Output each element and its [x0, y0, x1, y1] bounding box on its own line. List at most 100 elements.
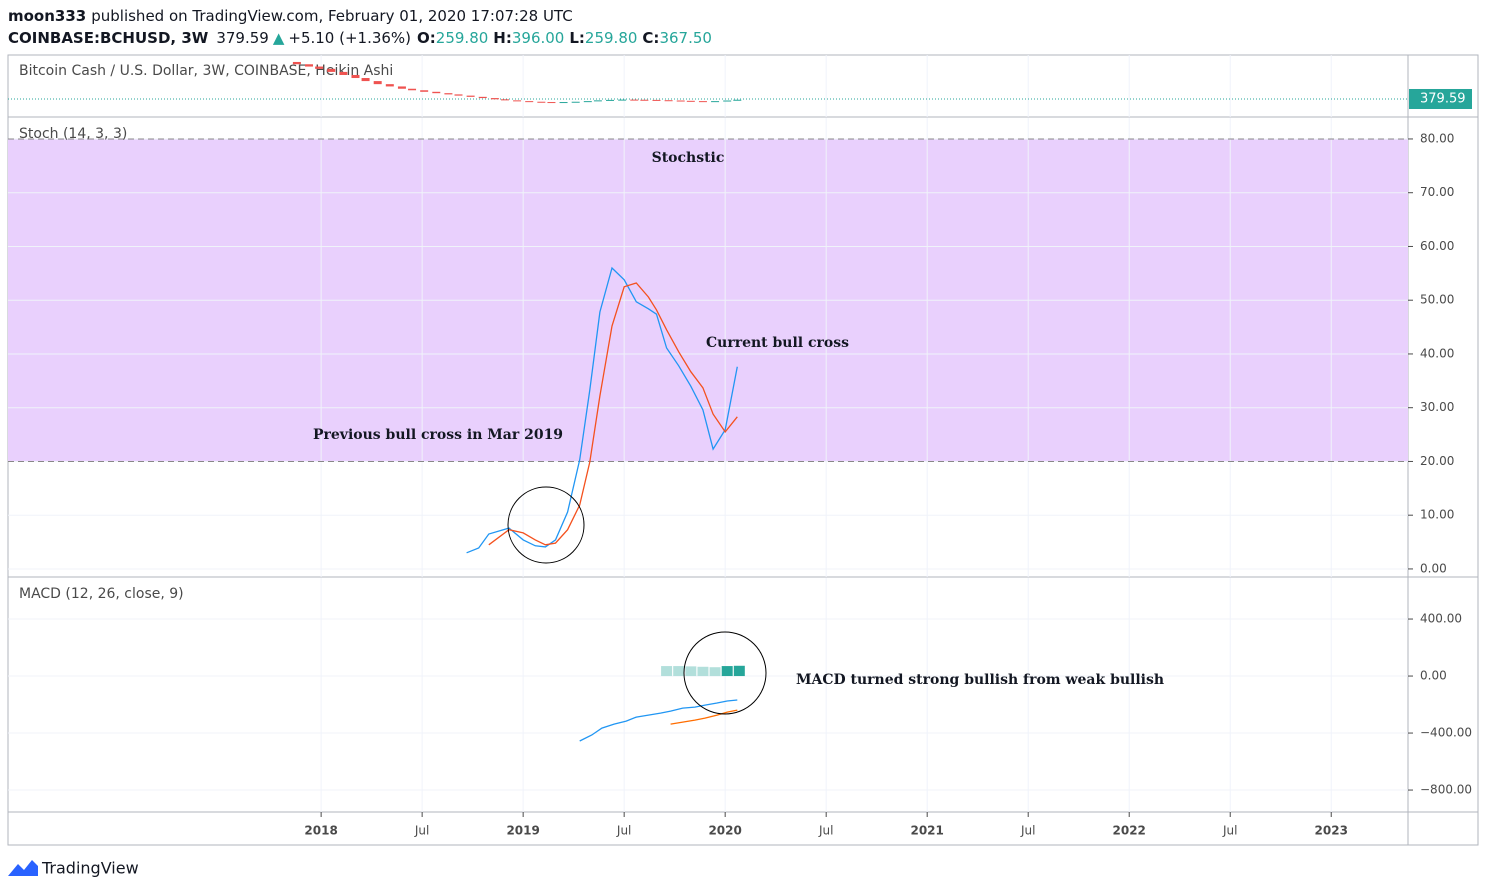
publish-line: moon333 published on TradingView.com, Feb…: [8, 7, 573, 25]
published: published on TradingView.com, February 0…: [91, 7, 572, 25]
candle-body: [420, 90, 429, 92]
ohlc-label: O:: [417, 29, 436, 47]
candle-body: [373, 81, 382, 85]
candle-body: [559, 102, 568, 104]
x-tick-label: Jul: [1020, 824, 1035, 838]
candle-body: [606, 99, 615, 101]
candle-body: [676, 100, 685, 102]
annotation: MACD turned strong bullish from weak bul…: [796, 672, 1164, 688]
author: moon333: [8, 7, 86, 25]
annotation: Current bull cross: [706, 335, 849, 351]
last-price: 379.59: [216, 29, 269, 47]
histogram-bar: [709, 667, 721, 677]
y-tick-label: 0.00: [1420, 669, 1447, 683]
histogram-bar: [673, 666, 685, 677]
candle-body: [292, 61, 301, 65]
candle-body: [537, 101, 546, 103]
y-tick-label: 80.00: [1420, 131, 1454, 145]
candle-body: [640, 99, 649, 101]
candle-body: [444, 93, 453, 95]
candle-body: [361, 78, 370, 82]
candle-body: [339, 71, 348, 75]
candle-body: [652, 99, 661, 101]
candle-body: [397, 86, 406, 89]
candle-body: [711, 101, 720, 103]
candle-body: [315, 66, 324, 69]
last-price-label: 379.59: [1420, 91, 1466, 106]
candle-body: [351, 74, 360, 79]
highlight-circle: [683, 631, 767, 715]
ohlc-label: C:: [642, 29, 659, 47]
candle-body: [547, 102, 556, 104]
pane: Bitcoin Cash / U.S. Dollar, 3W, COINBASE…: [8, 55, 1472, 117]
candle-body: [385, 84, 394, 87]
candle-body: [478, 96, 487, 99]
x-tick-label: 2021: [910, 824, 943, 838]
ohlc-value: 396.00: [512, 29, 565, 47]
series-line: [579, 699, 738, 742]
candle-body: [698, 101, 707, 103]
candle-body: [723, 100, 732, 102]
annotation: Stochstic: [652, 150, 725, 166]
candle-body: [490, 98, 499, 100]
candle-body: [408, 88, 417, 91]
x-tick-label: 2018: [304, 824, 337, 838]
ohlc-label: H:: [493, 29, 512, 47]
histogram-bar: [661, 666, 673, 677]
candle-body: [513, 100, 522, 102]
x-tick-label: 2020: [708, 824, 741, 838]
series-line: [466, 266, 738, 554]
y-tick-label: 30.00: [1420, 400, 1454, 414]
candle-body: [327, 68, 336, 72]
candle-body: [664, 100, 673, 102]
symbol-line: COINBASE:BCHUSD, 3W 379.59 ▲ +5.10 (+1.36%)…: [8, 29, 712, 47]
series-line: [670, 709, 738, 725]
ohlc-value: 259.80: [585, 29, 638, 47]
y-tick-label: 20.00: [1420, 454, 1454, 468]
pane: 400.00 0.00 −400.00 −800.00 MACD (12, 26, cl…: [8, 578, 1472, 812]
y-tick-label: −800.00: [1420, 783, 1472, 797]
candle-body: [454, 94, 463, 96]
symbol: COINBASE:BCHUSD, 3W: [8, 29, 209, 47]
annotation: Previous bull cross in Mar 2019: [313, 427, 563, 443]
y-tick-label: 50.00: [1420, 293, 1454, 307]
x-tick-label: Jul: [818, 824, 833, 838]
x-tick-label: 2019: [506, 824, 539, 838]
candle-body: [432, 91, 441, 94]
ohlc-value: 367.50: [659, 29, 712, 47]
highlight-circle: [507, 486, 585, 564]
x-tick-label: Jul: [1222, 824, 1237, 838]
y-tick-label: −400.00: [1420, 726, 1472, 740]
histogram-bar: [697, 666, 709, 677]
y-tick-label: 0.00: [1420, 561, 1447, 575]
candle-body: [583, 101, 592, 103]
arrow: ▲: [273, 29, 285, 47]
y-tick-label: 70.00: [1420, 185, 1454, 199]
pane-title: Bitcoin Cash / U.S. Dollar, 3W, COINBASE…: [19, 63, 393, 79]
candle-body: [525, 101, 534, 103]
histogram-bar: [685, 666, 697, 677]
candle-body: [571, 101, 580, 103]
x-tick-label: 2022: [1113, 824, 1146, 838]
footer-logo: TradingView: [8, 859, 139, 878]
candle-body: [500, 99, 509, 101]
pane-title: Stoch (14, 3, 3): [19, 126, 127, 142]
pane-title: MACD (12, 26, close, 9): [19, 586, 184, 602]
candle-body: [618, 99, 627, 101]
candle-body: [305, 64, 314, 67]
y-tick-label: 60.00: [1420, 239, 1454, 253]
candle-body: [686, 100, 695, 102]
candle-body: [593, 100, 602, 102]
pane: 0.00 10.00 20.00 30.00 40.00 50.00 60.00 70.00 8…: [8, 118, 1454, 577]
last-price-tag: [1409, 88, 1472, 109]
candle-body: [466, 95, 475, 97]
y-tick-label: 400.00: [1420, 612, 1462, 626]
ohlc-value: 259.80: [436, 29, 489, 47]
footer-text: TradingView: [41, 859, 139, 878]
ohlc-label: L:: [569, 29, 585, 47]
candle-body: [630, 99, 639, 101]
logo-icon: [8, 860, 38, 876]
change: +5.10 (+1.36%): [288, 29, 411, 47]
histogram-bar: [733, 665, 745, 677]
